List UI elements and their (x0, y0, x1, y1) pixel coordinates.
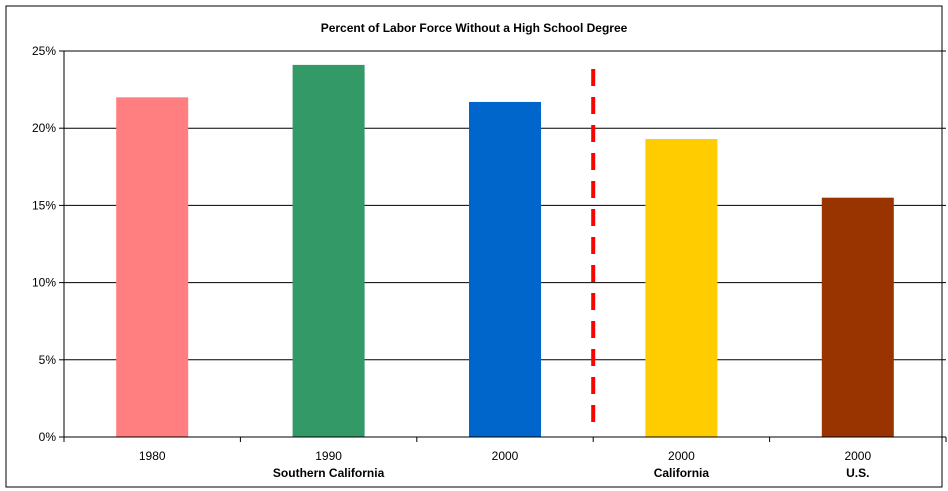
y-tick-label: 5% (39, 353, 57, 367)
group-label: Southern California (273, 466, 385, 480)
bar (292, 64, 365, 437)
y-axis-ticks: 0% 5% 10% 15% 20% 25% (32, 44, 64, 444)
chart-title: Percent of Labor Force Without a High Sc… (321, 21, 628, 35)
x-tick-label: 1990 (315, 449, 342, 463)
x-tick-label: 1980 (139, 449, 166, 463)
group-label: California (654, 466, 710, 480)
y-tick-label: 15% (32, 198, 56, 212)
y-tick-label: 25% (32, 44, 56, 58)
axes (63, 51, 946, 438)
group-labels: Southern California California U.S. (273, 466, 870, 480)
x-tick-label: 2000 (668, 449, 695, 463)
y-tick-label: 20% (32, 121, 56, 135)
x-tick-label: 2000 (492, 449, 519, 463)
y-tick-label: 0% (39, 430, 57, 444)
group-label: U.S. (846, 466, 869, 480)
y-tick-label: 10% (32, 276, 56, 290)
bar (469, 101, 541, 438)
bar (116, 97, 189, 437)
x-tick-label: 2000 (844, 449, 871, 463)
bars (116, 64, 894, 438)
bar (821, 197, 894, 437)
bar (645, 139, 718, 437)
x-axis-ticks: 1980 1990 2000 2000 2000 (63, 437, 947, 463)
